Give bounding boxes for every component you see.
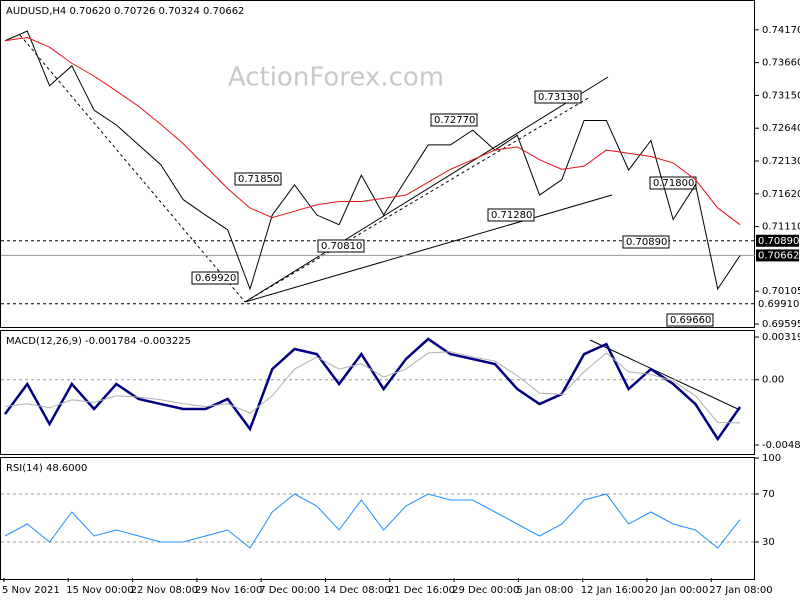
annotation: 0.71280 xyxy=(491,210,532,221)
annotation: 0.73130 xyxy=(538,92,579,103)
annotation: 0.70810 xyxy=(321,241,362,252)
channel-bottom xyxy=(244,194,613,303)
watermark: ActionForex.com xyxy=(228,63,444,93)
price-panel xyxy=(0,0,755,328)
x-tick-label: 14 Dec 08:00 xyxy=(324,585,391,596)
x-tick-label: 7 Dec 00:00 xyxy=(259,585,320,596)
annotation-box xyxy=(191,271,239,285)
annotation: 0.69660 xyxy=(670,315,711,326)
annotation-box xyxy=(649,176,697,190)
rsi-panel xyxy=(0,457,755,580)
x-tick-label: 27 Jan 08:00 xyxy=(709,585,772,596)
panel-title: MACD(12,26,9) -0.001784 -0.003225 xyxy=(6,336,191,347)
level-label: 0.69910 xyxy=(758,299,799,310)
y-tick-label: -0.004887 xyxy=(762,440,800,451)
y-tick-label: 0.70105 xyxy=(762,286,800,297)
y-tick-label: 0.003199 xyxy=(762,332,800,343)
y-tick-label: 30 xyxy=(762,537,775,548)
y-tick-label: 100 xyxy=(762,453,781,464)
y-tick-label: 0.73660 xyxy=(762,58,800,69)
series-line xyxy=(4,37,741,226)
annotation-box xyxy=(430,113,478,127)
y-tick-label: 0.72130 xyxy=(762,156,800,167)
trend-dash xyxy=(19,34,246,303)
series-line xyxy=(4,30,741,291)
macd-panel xyxy=(0,330,755,455)
x-tick-label: 12 Jan 16:00 xyxy=(581,585,644,596)
panel-title: AUDUSD,H4 0.70620 0.70726 0.70324 0.7066… xyxy=(6,6,244,17)
panel-title: RSI(14) 48.6000 xyxy=(6,463,87,474)
series-line xyxy=(4,493,741,549)
y-tick-label: 0.72640 xyxy=(762,123,800,134)
x-tick-label: 15 Nov 00:00 xyxy=(66,585,133,596)
series-line xyxy=(3,337,742,442)
level-box xyxy=(756,297,799,310)
y-tick-label: 0.69595 xyxy=(762,319,800,330)
x-tick-label: 22 Nov 08:00 xyxy=(131,585,198,596)
x-tick-label: 5 Jan 08:00 xyxy=(516,585,573,596)
y-tick-label: 0.74170 xyxy=(762,25,800,36)
level-label: 0.70662 xyxy=(758,250,799,261)
annotation-box xyxy=(534,90,582,104)
y-tick-label: 0.73150 xyxy=(762,90,800,101)
y-tick-label: 0.00 xyxy=(762,375,784,386)
x-tick-label: 5 Nov 2021 xyxy=(2,585,60,596)
annotation: 0.71800 xyxy=(653,178,694,189)
series-line xyxy=(4,351,741,424)
annotation: 0.72770 xyxy=(434,115,475,126)
level-label: 0.70890 xyxy=(758,236,799,247)
x-tick-label: 29 Nov 16:00 xyxy=(195,585,262,596)
y-tick-label: 0.71620 xyxy=(762,189,800,200)
x-tick-label: 20 Jan 00:00 xyxy=(645,585,708,596)
x-tick-label: 21 Dec 16:00 xyxy=(388,585,455,596)
x-tick-label: 29 Dec 00:00 xyxy=(452,585,519,596)
annotation-box xyxy=(234,172,282,186)
level-box xyxy=(756,249,799,262)
channel-top xyxy=(244,76,609,303)
annotation-box xyxy=(666,313,714,327)
annotation-box xyxy=(622,235,670,249)
trend-dash xyxy=(244,96,591,303)
annotation-box xyxy=(317,239,365,253)
y-tick-label: 0.71110 xyxy=(762,222,800,233)
annotation-box xyxy=(487,208,535,222)
macd-trendline xyxy=(589,339,741,411)
annotation: 0.71850 xyxy=(238,174,279,185)
annotation: 0.69920 xyxy=(195,273,236,284)
annotation: 0.70890 xyxy=(626,237,667,248)
level-box xyxy=(756,234,799,247)
y-tick-label: 70 xyxy=(762,489,775,500)
